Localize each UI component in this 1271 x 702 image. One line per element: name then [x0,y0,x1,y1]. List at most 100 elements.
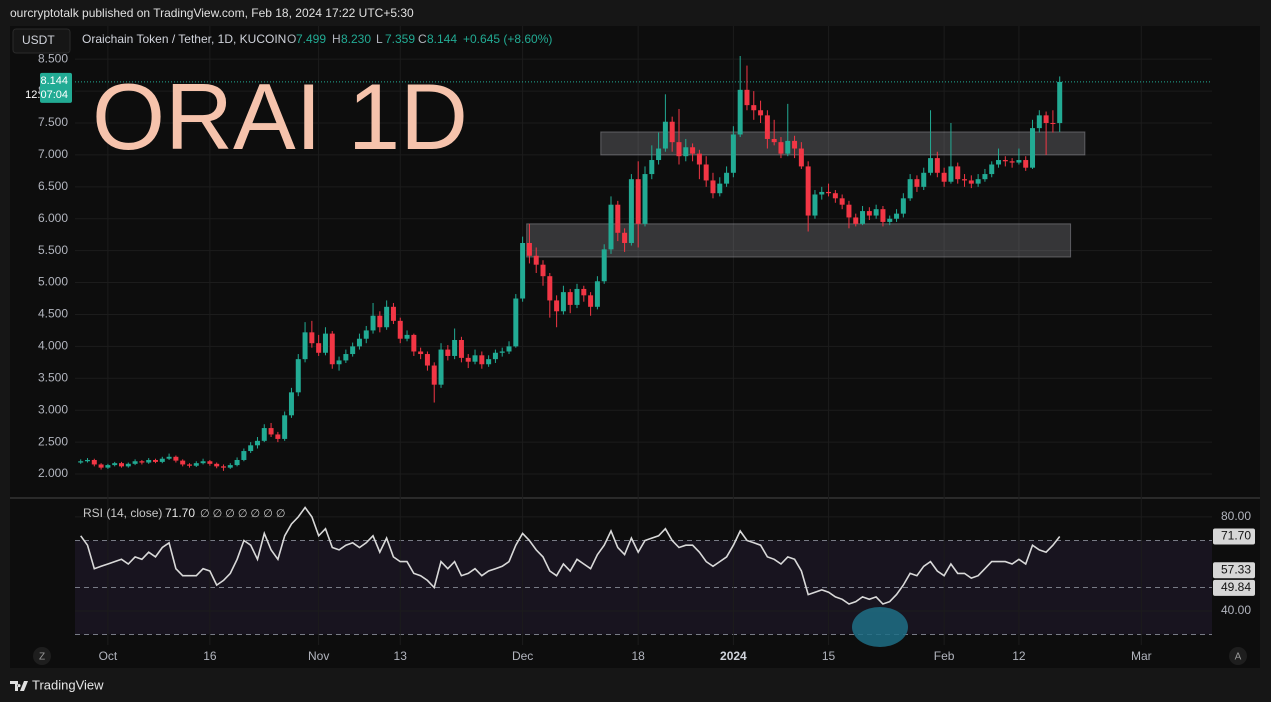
candle-body [764,115,770,139]
candle-body [268,428,274,435]
currency[interactable]: USDT [22,33,55,47]
candle-body [894,213,900,219]
candle-body [744,89,750,106]
rsi-badge-label: 49.84 [1221,580,1251,594]
candle-body [384,306,390,328]
button-a-label[interactable]: A [1235,652,1242,663]
legend-change: +0.645 (+8.60%) [463,32,552,46]
candle-body [159,458,165,462]
candle-body [486,359,492,365]
candle-body [948,166,954,182]
button-z-label[interactable]: Z [39,652,45,663]
candle-body [214,463,220,467]
price-badge-countdown: 12:07:04 [25,89,68,101]
button-a[interactable] [1229,647,1247,665]
candle-body [887,218,893,222]
candle-body [424,354,430,366]
candle-body [282,415,288,439]
candle-body [941,172,947,182]
candle-body [622,232,628,243]
x-tick-label: 16 [203,649,217,663]
x-tick-label: Feb [934,649,955,663]
x-tick-label: Nov [308,649,329,663]
candle-body [615,204,621,233]
x-tick-label: 13 [394,649,408,663]
candle-body [560,292,566,312]
candle-body [730,134,736,173]
candle-body [642,174,648,224]
candle-body [710,180,716,194]
candle-body [900,198,906,214]
candle-body [220,466,226,468]
candle-body [860,211,866,224]
y-tick-label: 4.500 [38,307,68,321]
candle-body [458,340,464,358]
candle-body [656,148,662,161]
candle-body [982,174,988,180]
candle-body [316,343,322,353]
candle-body [1050,123,1056,125]
candle-body [628,179,634,243]
candle-body [445,349,451,356]
candle-body [873,209,879,216]
candle-body [254,440,260,446]
candle-body [649,160,655,175]
y-tick-label: 7.500 [38,115,68,129]
candle-body [1016,160,1022,163]
candle-body [132,461,138,464]
zone [526,223,1072,258]
symbol: Oraichain Token / Tether, 1D, KUCOIN [82,32,286,46]
candle-body [302,332,308,360]
candle-body [91,459,97,465]
rsi-badge-label: 71.70 [1221,529,1251,543]
rsi-current: 71.70 [165,506,195,520]
candle-body [1009,161,1015,163]
y-tick-label: 2.500 [38,434,68,448]
footer-logo [10,681,28,691]
candle-body [207,461,213,464]
button-z[interactable] [33,647,51,665]
y-tick-label: 5.500 [38,243,68,257]
candle-body [241,451,247,460]
candle-body [166,456,172,459]
candle-body [173,456,179,461]
grid-layer: 2.000 2.500 3.000 3.500 4.000 4.500 5.000 5.500… [38,26,1251,663]
x-tick-label: 12 [1012,649,1026,663]
rsi-badge-label: 57.33 [1221,562,1251,576]
candle-body [928,158,934,173]
candle-body [1036,115,1042,129]
y-tick-label: 3.500 [38,370,68,384]
y-tick-label: 3.000 [38,402,68,416]
y-tick-label: 8.500 [38,51,68,65]
candle-body [438,349,444,385]
legend-key: C [418,32,427,46]
rsi-tick-label: 40.00 [1221,603,1251,617]
legend-value: 8.144 [427,32,457,46]
footer-brand: TradingView [32,677,104,692]
candle-body [785,140,791,154]
candle-body [139,461,145,463]
candle-body [968,180,974,184]
candle-body [295,359,301,393]
candle-body [248,445,254,452]
candle-body [921,172,927,187]
candle-body [152,459,158,462]
x-tick-label: Dec [512,649,533,663]
candle-body [914,179,920,187]
currency-box[interactable] [12,28,71,54]
y-tick-label: 6.000 [38,211,68,225]
candle-body [336,360,342,365]
candle-body [853,217,859,224]
candle-body [370,315,376,331]
candle-body [227,465,233,468]
rsi-badge [1213,528,1255,545]
x-tick-label: 2024 [720,649,747,663]
candle-body [363,330,369,339]
candle-body [839,198,845,205]
candle-body [819,191,825,195]
plot-layer [75,55,1212,605]
candle-body [506,346,512,352]
candle-body [520,242,526,299]
candle-body [812,194,818,216]
